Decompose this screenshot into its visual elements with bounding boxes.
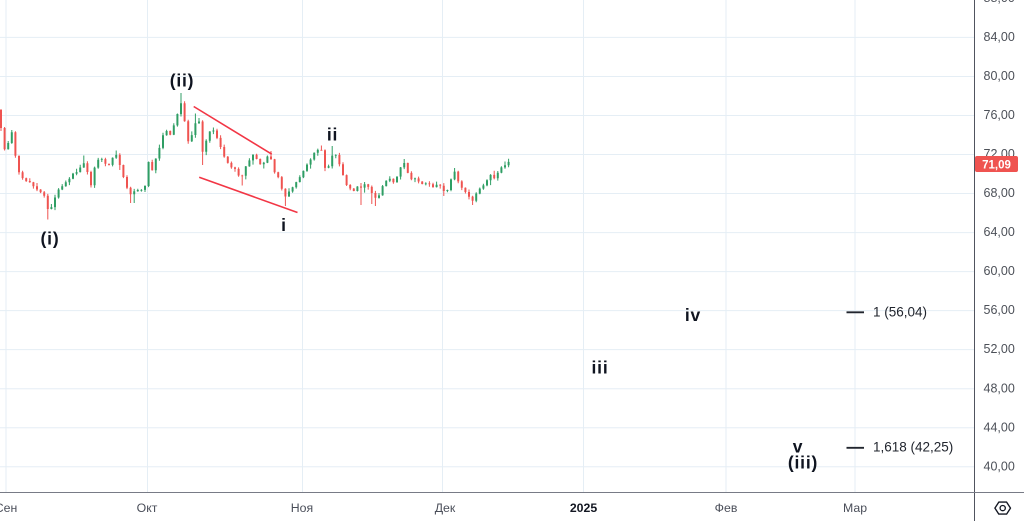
svg-text:52,00: 52,00	[984, 342, 1015, 356]
svg-text:Дек: Дек	[435, 501, 456, 515]
svg-text:(iii): (iii)	[788, 453, 818, 473]
svg-text:84,00: 84,00	[984, 30, 1015, 44]
svg-text:Мар: Мар	[843, 501, 867, 515]
svg-text:(i): (i)	[41, 228, 60, 248]
svg-text:Сен: Сен	[0, 501, 17, 515]
svg-text:ii: ii	[327, 125, 338, 145]
svg-text:1,618 (42,25): 1,618 (42,25)	[873, 440, 953, 455]
svg-text:48,00: 48,00	[984, 381, 1015, 395]
svg-text:v: v	[793, 436, 804, 456]
svg-text:Окт: Окт	[137, 501, 158, 515]
svg-text:64,00: 64,00	[984, 225, 1015, 239]
svg-text:i: i	[281, 215, 287, 235]
svg-text:44,00: 44,00	[984, 420, 1015, 434]
svg-text:60,00: 60,00	[984, 264, 1015, 278]
svg-text:68,00: 68,00	[984, 186, 1015, 200]
svg-text:iii: iii	[592, 358, 609, 378]
svg-text:71,09: 71,09	[982, 159, 1011, 171]
svg-text:2025: 2025	[570, 501, 598, 515]
svg-text:88,00: 88,00	[984, 0, 1015, 5]
svg-text:1 (56,04): 1 (56,04)	[873, 305, 927, 320]
svg-text:Ноя: Ноя	[291, 501, 313, 515]
svg-text:Фев: Фев	[715, 501, 738, 515]
svg-text:80,00: 80,00	[984, 69, 1015, 83]
svg-text:56,00: 56,00	[984, 303, 1015, 317]
svg-text:76,00: 76,00	[984, 108, 1015, 122]
svg-text:(ii): (ii)	[170, 71, 195, 91]
svg-text:40,00: 40,00	[984, 459, 1015, 473]
svg-text:iv: iv	[685, 305, 701, 325]
